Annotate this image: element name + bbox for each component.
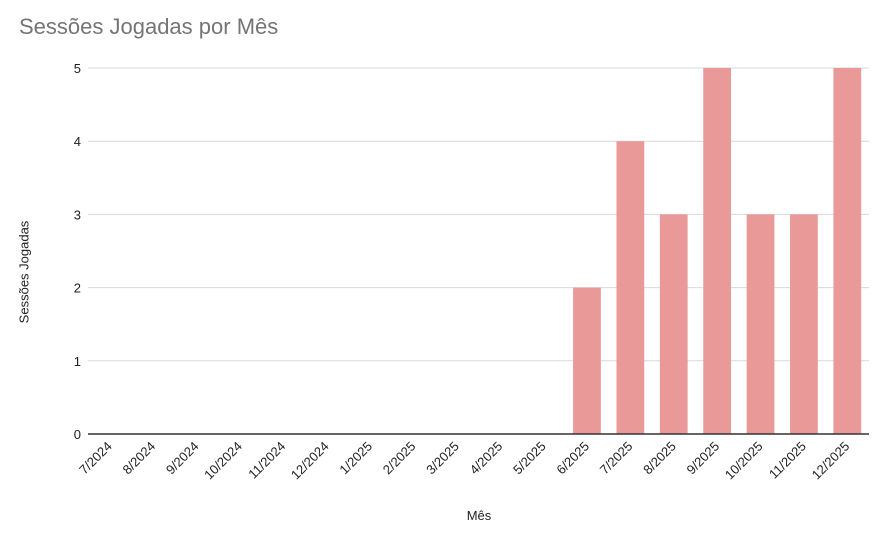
chart-title: Sessões Jogadas por Mês [19, 14, 279, 39]
x-tick-label: 9/2025 [684, 439, 723, 478]
x-tick-label: 10/2024 [201, 439, 245, 483]
y-tick-label: 5 [74, 61, 81, 76]
x-tick-label: 12/2024 [288, 439, 332, 483]
y-tick-label: 0 [74, 427, 81, 442]
bar [659, 214, 688, 434]
bar [790, 214, 818, 434]
y-tick-label: 4 [74, 134, 81, 149]
x-tick-label: 3/2025 [423, 439, 462, 478]
bar [616, 141, 645, 434]
x-tick-label: 8/2025 [640, 439, 679, 478]
x-tick-label: 10/2025 [722, 439, 766, 483]
x-tick-label: 2/2025 [380, 439, 419, 478]
x-tick-label: 6/2025 [553, 439, 592, 478]
y-tick-label: 3 [74, 207, 81, 222]
x-axis-label: Mês [466, 508, 492, 523]
x-tick-label: 7/2024 [76, 439, 115, 478]
x-tick-label: 12/2025 [809, 439, 853, 483]
x-tick-label: 7/2025 [597, 439, 636, 478]
x-tick-label: 5/2025 [510, 439, 549, 478]
x-tick-label: 9/2024 [163, 439, 202, 478]
x-tick-label: 1/2025 [336, 439, 375, 478]
x-tick-label: 8/2024 [119, 439, 158, 478]
y-tick-label: 2 [74, 281, 81, 296]
x-tick-label: 11/2025 [766, 439, 809, 482]
bar [746, 214, 775, 434]
bar [833, 68, 862, 434]
bar [573, 287, 601, 434]
x-tick-label: 11/2024 [245, 439, 288, 482]
x-tick-label: 4/2025 [467, 439, 506, 478]
bar [703, 68, 732, 434]
y-tick-label: 1 [74, 354, 81, 369]
